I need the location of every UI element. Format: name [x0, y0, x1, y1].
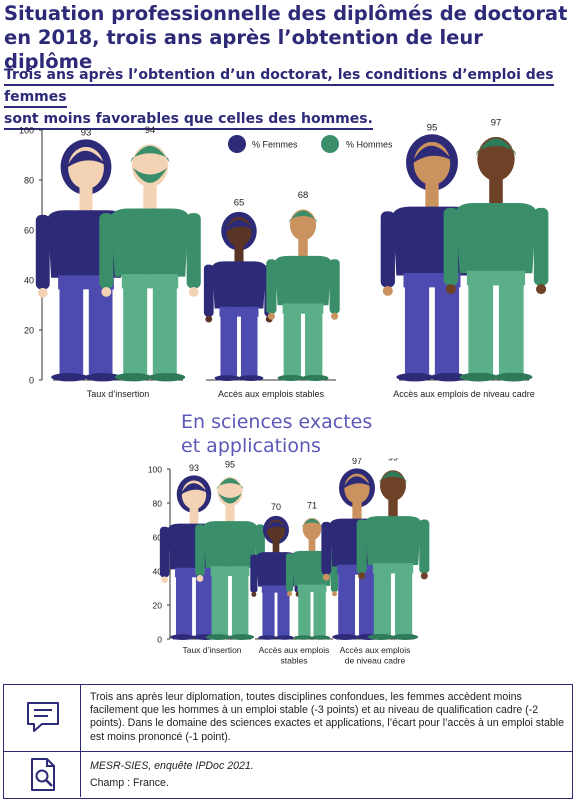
value-label-hommes: 68 — [298, 190, 309, 201]
footer-source: MESR-SIES, enquête IPDoc 2021. — [90, 760, 254, 772]
section-title-line-1: En sciences exactes — [181, 411, 373, 433]
y-tick-label: 20 — [153, 601, 163, 611]
y-tick-label: 60 — [24, 226, 34, 236]
legend-label-hommes: % Hommes — [346, 140, 393, 150]
x-category-label: Accès aux emplois — [340, 645, 411, 655]
x-category-label: de niveau cadre — [345, 656, 406, 666]
subtitle-line-1: Trois ans après l’obtention d’un doctora… — [4, 67, 554, 108]
figure-homme — [356, 470, 430, 641]
y-tick-label: 100 — [148, 465, 162, 475]
document-magnifier-icon — [31, 758, 55, 791]
legend-marker-femmes — [228, 135, 246, 153]
y-tick-label: 40 — [24, 276, 34, 286]
value-label-hommes: 95 — [225, 460, 235, 470]
subtitle-line-2: sont moins favorables que celles des hom… — [4, 111, 373, 130]
footer-box: Trois ans après leur diplomation, toutes… — [3, 684, 573, 799]
chart-sciences-exactes: 0 20 40 60 80 100 Taux d’insertion Accès aux em… — [148, 458, 430, 666]
footer-note: Trois ans après leur diplomation, toutes… — [90, 691, 565, 743]
section-title-line-2: et applications — [181, 435, 321, 457]
figure-homme — [266, 209, 340, 382]
page-title: Situation professionnelle des diplômés d… — [4, 2, 574, 74]
section-title: En sciences exactes et applications — [181, 410, 372, 458]
figure-homme — [443, 136, 549, 382]
y-tick-label: 80 — [153, 499, 163, 509]
chart-all-disciplines: 0 20 40 60 80 100 Taux d’insertion Accès aux em… — [19, 118, 549, 399]
x-category-label: Accès aux emplois stables — [218, 389, 325, 399]
title-line-2: en 2018, trois ans après l’obtention de … — [4, 26, 483, 73]
footer-champ: Champ : France. — [90, 777, 169, 789]
y-tick-label: 0 — [157, 635, 162, 645]
page-subtitle: Trois ans après l’obtention d’un doctora… — [4, 64, 564, 130]
value-label-hommes: 94 — [145, 125, 156, 136]
value-label-femmes: 93 — [81, 128, 92, 139]
x-category-label: Accès aux emplois de niveau cadre — [393, 389, 535, 399]
x-category-label: Taux d’insertion — [87, 389, 150, 399]
figure-homme — [99, 144, 201, 382]
value-label-femmes: 70 — [271, 502, 281, 512]
y-tick-label: 20 — [24, 326, 34, 336]
y-tick-label: 100 — [19, 126, 34, 136]
y-tick-label: 0 — [29, 376, 34, 386]
x-category-label: Accès aux emplois — [259, 645, 330, 655]
figure-femme — [159, 475, 229, 640]
value-label-femmes: 97 — [352, 458, 362, 466]
figure-femme — [250, 515, 302, 640]
y-tick-label: 80 — [24, 176, 34, 186]
figure-homme — [285, 517, 339, 640]
value-label-hommes: 99 — [388, 458, 398, 463]
value-label-femmes: 65 — [234, 198, 245, 209]
value-label-hommes: 71 — [307, 500, 317, 510]
footer-icon-column — [4, 685, 81, 797]
value-label-femmes: 93 — [189, 463, 199, 473]
speech-bubble-icon — [27, 702, 59, 732]
y-tick-label: 40 — [153, 567, 163, 577]
legend-label-femmes: % Femmes — [252, 140, 298, 150]
footer-divider — [4, 751, 572, 752]
title-line-1: Situation professionnelle des diplômés d… — [4, 2, 568, 25]
x-category-label: Taux d’insertion — [182, 645, 241, 655]
legend-marker-hommes — [321, 135, 339, 153]
figure-femme — [203, 211, 275, 381]
x-category-label: stables — [281, 656, 308, 666]
figure-homme — [195, 477, 265, 640]
y-tick-label: 60 — [153, 533, 163, 543]
value-label-femmes: 95 — [427, 123, 438, 134]
value-label-hommes: 97 — [491, 118, 502, 129]
